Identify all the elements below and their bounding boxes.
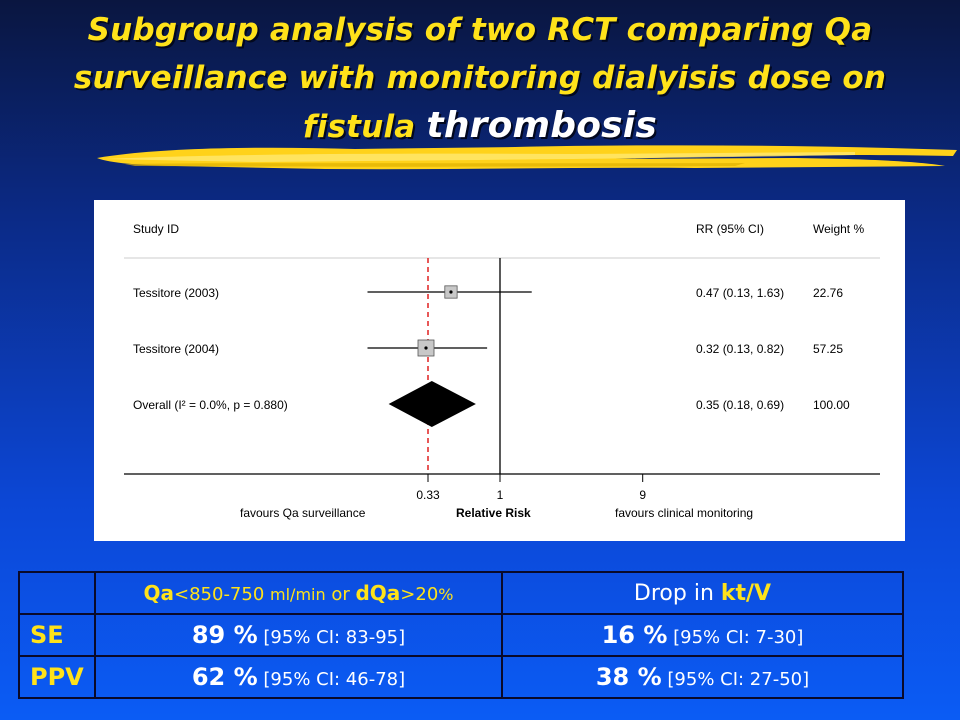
study-point-estimate-1 [449, 290, 453, 294]
dqa-threshold: >20 [400, 584, 439, 605]
study-label-2: Tessitore (2004) [133, 342, 219, 356]
se-qa-cell: 89 % [95% CI: 83-95] [94, 613, 503, 657]
ppv-ktv-pct: 38 % [595, 663, 662, 691]
row-label-se: SE [18, 613, 96, 657]
x-axis-title: Relative Risk [456, 506, 531, 520]
table-corner-cell [18, 571, 96, 615]
se-qa-pct: 89 % [191, 621, 258, 649]
highlighter-stroke-decoration [97, 145, 957, 170]
forest-plot-panel: Study ID RR (95% CI) Weight % Tessitore … [94, 200, 905, 541]
ppv-ktv-ci: [95% CI: 27-50] [661, 669, 810, 690]
overall-diamond [388, 381, 476, 427]
x-tick-label-2: 1 [497, 488, 504, 502]
performance-table: Qa<850-750 ml/min or dQa>20% Drop in kt/… [18, 571, 904, 699]
table-header-row: Qa<850-750 ml/min or dQa>20% Drop in kt/… [18, 571, 904, 615]
header-rr: RR (95% CI) [696, 222, 764, 236]
title-line-3: fistula thrombosis [0, 102, 960, 151]
study-weight-1: 22.76 [813, 286, 843, 300]
x-tick-label-3: 9 [639, 488, 646, 502]
qa-or: or [325, 584, 356, 605]
ppv-ktv-cell: 38 % [95% CI: 27-50] [501, 655, 904, 699]
title-word-fistula: fistula [303, 109, 416, 145]
se-ktv-ci: [95% CI: 7-30] [667, 627, 804, 648]
title-line-1: Subgroup analysis of two RCT comparing Q… [87, 12, 873, 48]
header-weight: Weight % [813, 222, 864, 236]
ppv-qa-cell: 62 % [95% CI: 46-78] [94, 655, 503, 699]
study-label-1: Tessitore (2003) [133, 286, 219, 300]
dqa-term: dQa [355, 581, 401, 605]
se-ktv-pct: 16 % [601, 621, 668, 649]
qa-term: Qa [143, 581, 175, 605]
ktv-term: kt/V [720, 580, 772, 606]
title-line-2: surveillance with monitoring dialyisis d… [73, 60, 887, 96]
ppv-qa-ci: [95% CI: 46-78] [257, 669, 406, 690]
favours-right-label: favours clinical monitoring [615, 506, 753, 520]
title-word-thrombosis: thrombosis [426, 105, 657, 146]
study-point-estimate-2 [424, 346, 428, 350]
slide-title: Subgroup analysis of two RCT comparing Q… [0, 6, 960, 151]
se-ktv-cell: 16 % [95% CI: 7-30] [501, 613, 904, 657]
study-rr-1: 0.47 (0.13, 1.63) [696, 286, 784, 300]
forest-plot: Study ID RR (95% CI) Weight % Tessitore … [124, 222, 880, 520]
overall-label: Overall (I² = 0.0%, p = 0.880) [133, 398, 288, 412]
overall-rr: 0.35 (0.18, 0.69) [696, 398, 784, 412]
table-row-se: SE 89 % [95% CI: 83-95] 16 % [95% CI: 7-… [18, 613, 904, 657]
header-study-id: Study ID [133, 222, 179, 236]
row-label-ppv: PPV [18, 655, 96, 699]
favours-left-label: favours Qa surveillance [240, 506, 366, 520]
header-ktv-drop: Drop in kt/V [501, 571, 904, 615]
plot-marks: 0.33 1 9 [367, 258, 646, 502]
header-qa-criteria: Qa<850-750 ml/min or dQa>20% [94, 571, 503, 615]
overall-weight: 100.00 [813, 398, 850, 412]
se-qa-ci: [95% CI: 83-95] [257, 627, 406, 648]
study-rr-2: 0.32 (0.13, 0.82) [696, 342, 784, 356]
table-row-ppv: PPV 62 % [95% CI: 46-78] 38 % [95% CI: 2… [18, 655, 904, 699]
study-weight-2: 57.25 [813, 342, 843, 356]
drop-in-text: Drop in [633, 580, 721, 606]
qa-threshold: <850-750 [174, 584, 271, 605]
qa-unit: ml/min [270, 585, 326, 604]
dqa-percent: % [438, 585, 454, 604]
ppv-qa-pct: 62 % [191, 663, 258, 691]
x-tick-label-1: 0.33 [416, 488, 440, 502]
